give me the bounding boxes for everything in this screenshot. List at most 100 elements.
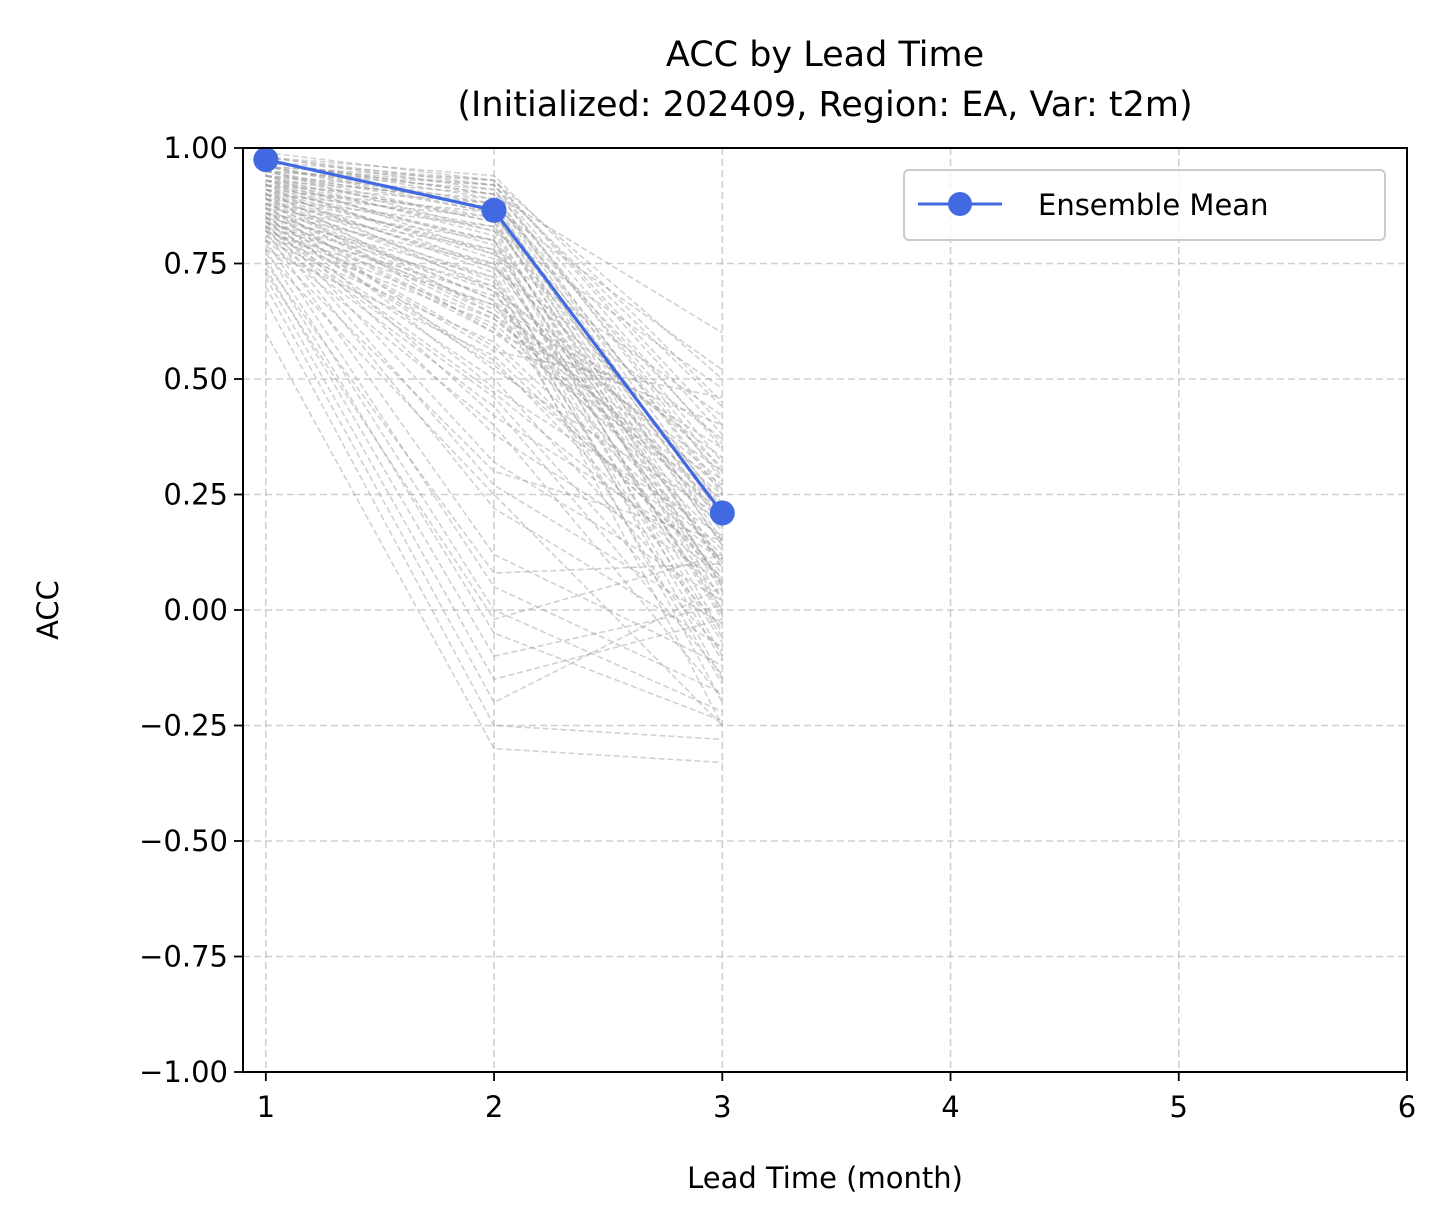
member-line xyxy=(265,174,723,569)
member-line xyxy=(265,184,723,459)
member-line xyxy=(265,193,723,662)
member-line xyxy=(265,235,723,528)
x-tick-label: 1 xyxy=(257,1090,275,1124)
member-line xyxy=(265,165,723,523)
member-line xyxy=(265,211,723,426)
ensemble-members xyxy=(265,151,724,764)
member-line xyxy=(265,170,723,389)
member-line xyxy=(265,179,723,592)
member-line xyxy=(265,276,723,681)
member-line xyxy=(265,161,723,334)
y-tick-label: −1.00 xyxy=(139,1055,228,1089)
member-line xyxy=(265,272,723,621)
member-line xyxy=(265,193,723,565)
y-tick-label: −0.50 xyxy=(139,824,228,858)
member-line xyxy=(265,165,723,380)
member-line xyxy=(265,216,723,579)
member-line xyxy=(265,207,723,514)
member-line xyxy=(265,216,723,602)
member-line xyxy=(265,300,723,741)
x-tick-label: 3 xyxy=(713,1090,731,1124)
member-line xyxy=(265,286,723,704)
member-line xyxy=(265,216,723,703)
member-line xyxy=(265,207,723,542)
member-line xyxy=(265,230,723,496)
member-line xyxy=(265,202,723,537)
x-tick-label: 2 xyxy=(485,1090,503,1124)
member-line xyxy=(265,156,723,403)
grid xyxy=(243,147,1408,1073)
member-line xyxy=(265,193,723,500)
member-line xyxy=(265,253,723,727)
member-line xyxy=(265,161,723,509)
ensemble-mean-point xyxy=(709,500,735,526)
member-line xyxy=(265,221,723,625)
y-tick-label: −0.25 xyxy=(139,709,228,743)
legend: Ensemble Mean xyxy=(903,169,1386,241)
y-tick-label: 0.00 xyxy=(163,593,228,627)
y-tick-label: −0.75 xyxy=(139,940,228,974)
y-tick-label: 0.75 xyxy=(163,247,228,281)
member-line xyxy=(265,174,723,417)
chart-subtitle: (Initialized: 202409, Region: EA, Var: t… xyxy=(457,85,1192,125)
member-line xyxy=(265,239,723,556)
member-line xyxy=(265,156,723,463)
member-line xyxy=(265,216,723,399)
member-line xyxy=(265,226,723,648)
y-axis: −1.00 −0.75 −0.50 −0.25 0.00 0.25 0.50 0.75 1.00 xyxy=(139,131,243,1089)
member-line xyxy=(265,225,723,579)
member-line xyxy=(265,239,723,694)
member-line xyxy=(265,221,724,726)
y-axis-label: ACC xyxy=(31,580,65,640)
x-tick-label: 5 xyxy=(1170,1090,1188,1124)
member-line xyxy=(265,332,723,764)
member-line xyxy=(265,202,723,634)
member-line xyxy=(265,230,723,509)
member-line xyxy=(265,235,723,676)
member-line xyxy=(265,258,723,722)
member-line xyxy=(265,211,723,680)
member-line xyxy=(265,165,723,449)
member-line xyxy=(265,184,723,602)
member-line xyxy=(265,212,723,583)
member-line xyxy=(265,179,723,440)
member-line xyxy=(265,244,723,542)
member-line xyxy=(265,188,723,532)
member-line xyxy=(265,267,723,658)
member-line xyxy=(265,174,723,495)
y-tick-label: 0.25 xyxy=(163,478,228,512)
legend-box xyxy=(903,169,1386,241)
member-line xyxy=(265,198,723,583)
member-line xyxy=(265,198,723,491)
member-line xyxy=(265,198,723,611)
x-tick-label: 6 xyxy=(1398,1090,1416,1124)
member-line xyxy=(265,174,723,569)
member-line xyxy=(265,202,723,611)
chart-title: ACC by Lead Time xyxy=(666,35,984,75)
member-line xyxy=(265,170,723,546)
ensemble-mean-point xyxy=(253,147,279,173)
member-line xyxy=(265,161,723,491)
member-line xyxy=(265,207,723,560)
member-line xyxy=(265,225,723,482)
member-line xyxy=(265,188,723,486)
member-line xyxy=(265,170,723,546)
legend-marker xyxy=(948,192,972,216)
member-line xyxy=(265,193,723,468)
member-line xyxy=(265,263,723,574)
y-tick-label: 0.50 xyxy=(163,362,228,396)
member-line xyxy=(265,249,723,713)
member-line xyxy=(265,165,723,371)
member-line xyxy=(265,207,723,657)
member-line xyxy=(265,230,723,653)
x-tick-label: 4 xyxy=(941,1090,959,1124)
member-line xyxy=(265,202,723,519)
member-line xyxy=(265,248,723,574)
member-line xyxy=(265,202,723,473)
legend-label-ensemble-mean: Ensemble Mean xyxy=(1038,188,1268,222)
member-line xyxy=(265,221,723,560)
member-line xyxy=(265,179,723,588)
member-line xyxy=(265,151,723,435)
member-line xyxy=(265,179,723,477)
member-line xyxy=(265,156,723,482)
